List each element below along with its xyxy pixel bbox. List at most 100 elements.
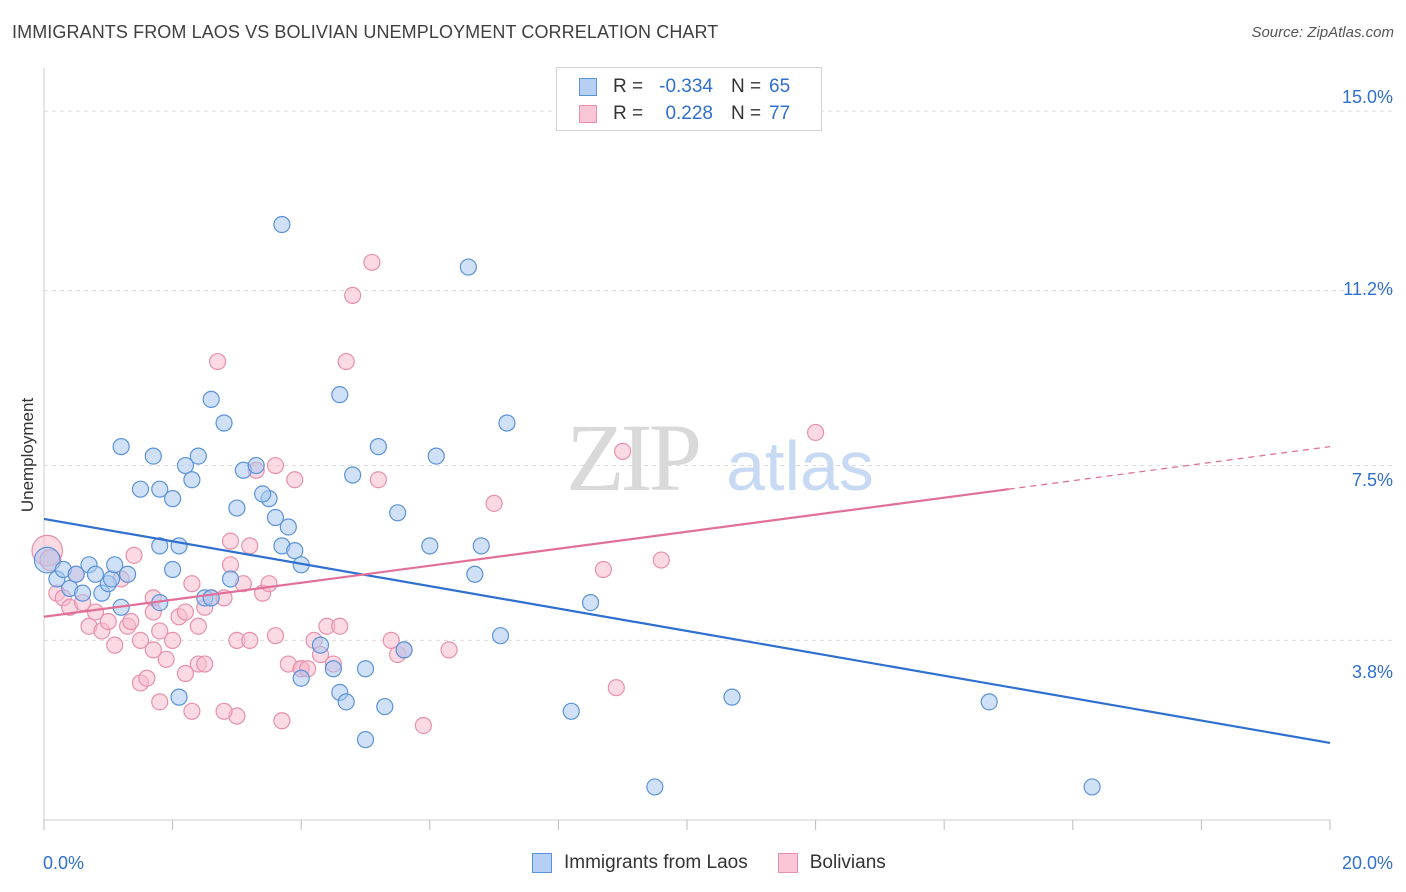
laos-point-14 — [112, 438, 130, 456]
laos-point-46 — [427, 447, 445, 465]
laos-point-55 — [324, 660, 342, 678]
x-tick-label-min: 0.0% — [43, 853, 85, 873]
bolivians-point-59 — [369, 471, 387, 489]
laos-legend-label: Immigrants from Laos — [564, 852, 748, 873]
bolivians-point-10 — [99, 612, 117, 631]
legend-item-bolivians[interactable]: Bolivians — [777, 852, 886, 874]
bolivians-point-60 — [382, 631, 400, 650]
laos-point-50 — [498, 414, 516, 432]
series-legend: Immigrants from Laos Bolivians — [532, 852, 916, 874]
n-label: N = — [731, 76, 762, 97]
laos-point-44 — [369, 438, 387, 456]
bolivians-point-67 — [607, 679, 625, 697]
laos-point-32 — [279, 518, 297, 536]
y-tick-label-7-5: 7.5% — [1351, 470, 1393, 490]
bolivians-point-73 — [183, 575, 201, 593]
laos-point-52 — [491, 627, 510, 645]
laos-point-18 — [131, 480, 150, 498]
laos-point-20 — [176, 456, 195, 475]
r-value: -0.334 — [659, 76, 713, 97]
laos-point-58 — [356, 660, 375, 678]
bolivians-point-40 — [241, 537, 259, 555]
laos-point-49 — [472, 537, 490, 555]
laos-point-57 — [337, 693, 355, 711]
laos-point-13 — [118, 565, 137, 583]
bolivians-trend-extension — [1008, 445, 1331, 490]
laos-point-19 — [164, 490, 182, 508]
bolivians-point-70 — [806, 423, 825, 442]
grid-lines — [44, 110, 1392, 641]
bolivians-point-29 — [189, 617, 207, 635]
laos-point-41 — [273, 215, 291, 234]
r-value: 0.228 — [665, 103, 713, 124]
bolivians-point-35 — [221, 532, 240, 550]
laos-point-43 — [331, 386, 349, 404]
bolivians-point-26 — [176, 664, 195, 683]
laos-point-59 — [376, 697, 394, 716]
laos-point-33 — [286, 542, 304, 560]
laos-point-0 — [33, 546, 61, 574]
legend-row-bolivians: R = 0.228 N = 77 — [579, 101, 790, 127]
laos-point-53 — [581, 593, 600, 612]
laos-point-66 — [723, 688, 741, 706]
bolivians-point-65 — [485, 494, 503, 512]
bolivians-point-21 — [151, 693, 169, 711]
bolivians-point-64 — [440, 641, 458, 659]
laos-point-65 — [646, 778, 664, 796]
laos-point-24 — [215, 414, 233, 432]
bolivians-point-75 — [215, 702, 233, 720]
laos-point-15 — [144, 447, 162, 465]
bolivians-point-25 — [176, 603, 195, 621]
bolivians-point-46 — [273, 712, 291, 730]
bolivians-point-68 — [614, 442, 632, 460]
watermark: ZIP atlas — [566, 404, 874, 511]
bolivians-trend-line — [43, 488, 1009, 618]
laos-point-61 — [356, 731, 375, 749]
y-tick-label-3-8: 3.8% — [1351, 662, 1393, 682]
bolivians-point-33 — [209, 352, 227, 371]
laos-point-35 — [164, 560, 182, 579]
bolivians-point-57 — [344, 286, 362, 305]
legend-row-laos: R = -0.334 N = 65 — [579, 74, 790, 100]
laos-point-30 — [266, 508, 285, 527]
legend-item-laos[interactable]: Immigrants from Laos — [532, 852, 748, 874]
bolivians-point-18 — [138, 669, 156, 687]
laos-point-60 — [170, 688, 188, 706]
bolivians-points — [31, 253, 825, 735]
n-value: 77 — [769, 103, 791, 124]
bolivians-point-43 — [260, 575, 278, 593]
bolivians-point-14 — [122, 612, 140, 631]
laos-point-47 — [421, 537, 439, 555]
laos-point-37 — [170, 537, 188, 555]
watermark-atlas: atlas — [726, 427, 874, 505]
laos-point-48 — [459, 258, 477, 276]
bolivians-point-16 — [131, 631, 150, 650]
bolivians-point-22 — [157, 650, 175, 668]
bolivians-point-66 — [594, 560, 613, 579]
n-label: N = — [731, 103, 762, 124]
laos-point-39 — [202, 589, 220, 607]
bolivians-point-56 — [337, 352, 355, 371]
y-tick-label-15: 15.0% — [1341, 87, 1393, 107]
trend-lines — [43, 445, 1331, 745]
bolivians-point-48 — [286, 471, 304, 489]
r-label: R = — [613, 103, 644, 124]
n-value: 65 — [769, 76, 791, 97]
laos-point-10 — [102, 570, 121, 588]
laos-trend-line — [43, 517, 1331, 745]
bolivians-legend-label: Bolivians — [809, 852, 886, 873]
bolivians-point-55 — [331, 617, 349, 635]
laos-points — [33, 215, 1101, 796]
laos-point-4 — [67, 565, 85, 583]
laos-point-51 — [466, 565, 484, 583]
laos-point-54 — [311, 636, 330, 654]
laos-point-45 — [389, 504, 407, 522]
r-label: R = — [613, 76, 644, 97]
laos-point-11 — [106, 556, 124, 574]
laos-point-23 — [202, 390, 220, 408]
laos-point-63 — [395, 641, 413, 659]
laos-point-25 — [228, 499, 246, 517]
laos-point-17 — [151, 480, 169, 498]
laos-point-36 — [151, 537, 169, 555]
bolivians-point-74 — [144, 641, 162, 659]
